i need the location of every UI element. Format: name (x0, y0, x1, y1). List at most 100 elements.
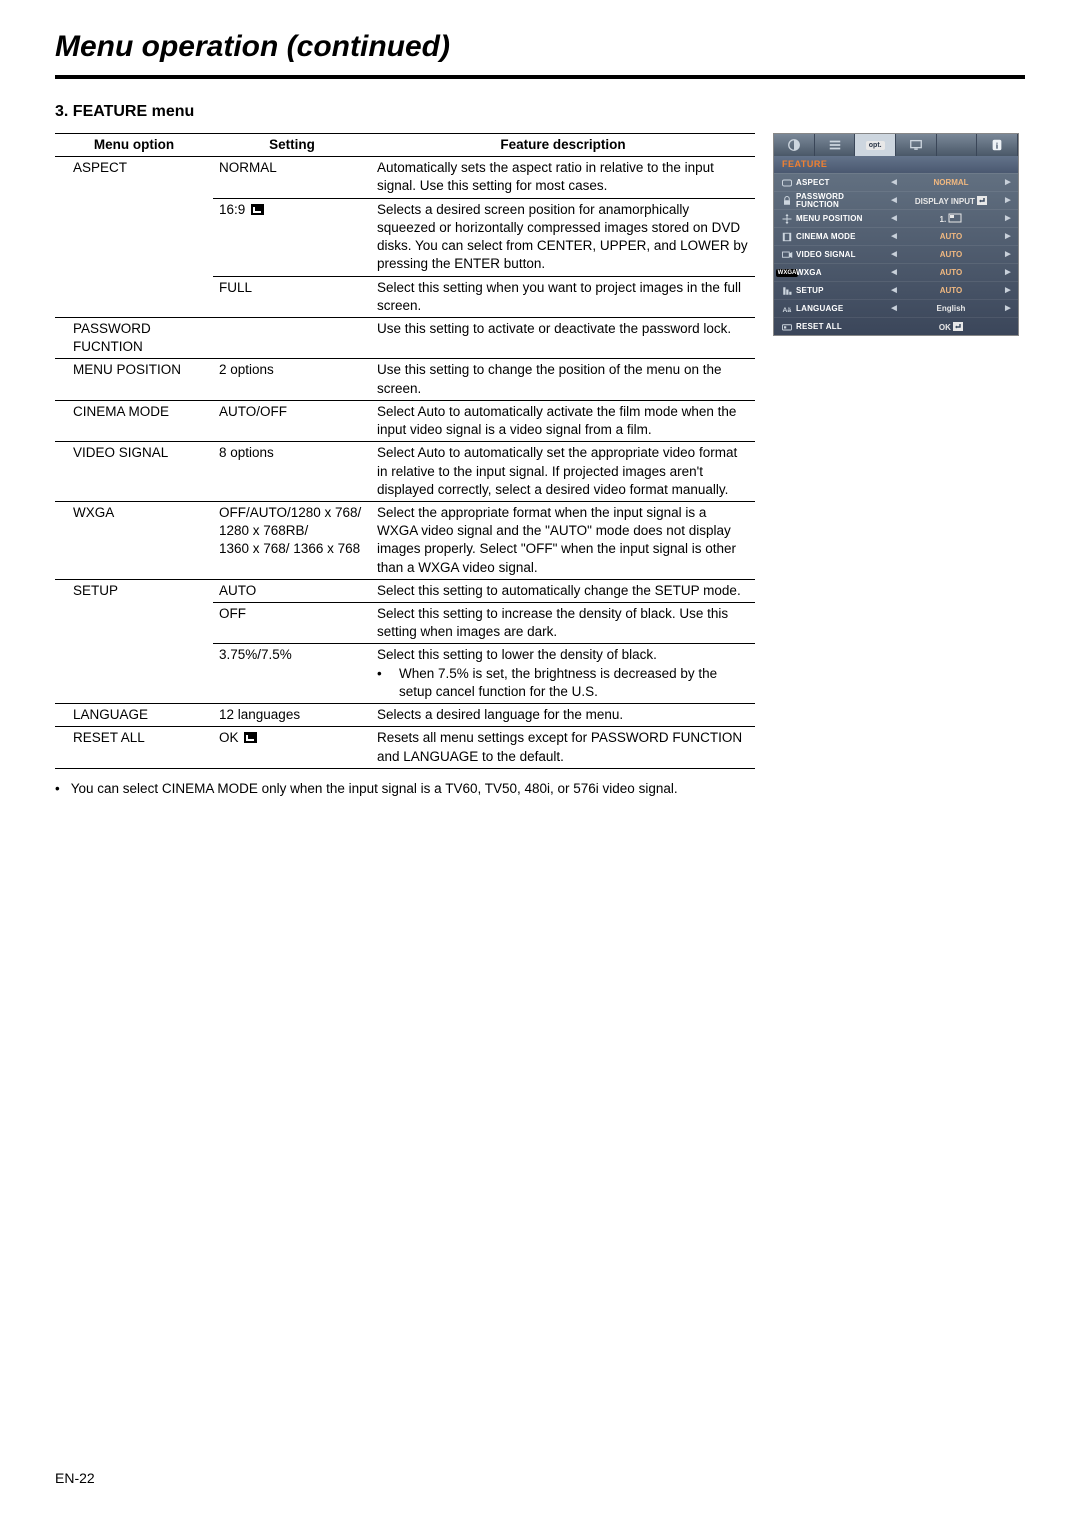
osd-row-value: AUTO (900, 269, 1002, 277)
info-icon: i (990, 138, 1004, 152)
osd-row-icon (778, 195, 796, 207)
osd-row-value: DISPLAY INPUT (900, 196, 1002, 206)
osd-row: CINEMA MODE◄AUTO► (774, 227, 1018, 245)
setting-text: 16:9 (219, 202, 245, 217)
osd-row-value: AUTO (900, 287, 1002, 295)
cell-desc: Select this setting to increase the dens… (371, 603, 755, 644)
table-row: CINEMA MODE AUTO/OFF Select Auto to auto… (55, 400, 755, 441)
osd-row-label: PASSWORD FUNCTION (796, 193, 888, 209)
osd-row-icon (778, 213, 796, 225)
cell-desc: Use this setting to activate or deactiva… (371, 317, 755, 358)
bullet-dot: • (377, 665, 399, 701)
footnote: • You can select CINEMA MODE only when t… (55, 781, 1025, 796)
arrow-left-icon: ◄ (888, 304, 900, 314)
svg-text:Aä: Aä (783, 307, 792, 314)
osd-tab-info: i (977, 134, 1018, 156)
osd-tabs: opt. i (774, 134, 1018, 156)
osd-feature-menu: opt. i FEATURE ASPECT◄NORMAL►PASSWORD FU… (773, 133, 1019, 336)
osd-row: VIDEO SIGNAL◄AUTO► (774, 245, 1018, 263)
osd-tab-install (815, 134, 856, 156)
cell-desc: Select Auto to automatically activate th… (371, 400, 755, 441)
osd-row-icon (778, 249, 796, 261)
osd-row-icon: Aä (778, 303, 796, 315)
cell-desc: Select this setting to lower the density… (371, 644, 755, 704)
cell-option: PASSWORD FUCNTION (55, 317, 213, 358)
osd-row-label: SETUP (796, 287, 888, 295)
cell-setting: OFF/AUTO/1280 x 768/ 1280 x 768RB/ 1360 … (213, 501, 371, 579)
arrow-right-icon: ► (1002, 196, 1014, 206)
cell-setting: AUTO (213, 579, 371, 602)
arrow-right-icon: ► (1002, 178, 1014, 188)
th-description: Feature description (371, 134, 755, 157)
arrow-left-icon: ◄ (888, 250, 900, 260)
cell-setting: OK (213, 727, 371, 768)
arrow-left-icon: ◄ (888, 286, 900, 296)
cell-setting: OFF (213, 603, 371, 644)
osd-row: SETUP◄AUTO► (774, 281, 1018, 299)
cell-setting: 3.75%/7.5% (213, 644, 371, 704)
osd-body: ASPECT◄NORMAL►PASSWORD FUNCTION◄DISPLAY … (774, 173, 1018, 335)
screen-icon (909, 138, 923, 152)
th-menu-option: Menu option (55, 134, 213, 157)
osd-row-value: 1. (900, 213, 1002, 224)
cell-option: VIDEO SIGNAL (55, 442, 213, 502)
th-setting: Setting (213, 134, 371, 157)
table-row: WXGA OFF/AUTO/1280 x 768/ 1280 x 768RB/ … (55, 501, 755, 579)
osd-row: MENU POSITION◄1. ► (774, 209, 1018, 227)
arrow-right-icon: ► (1002, 286, 1014, 296)
arrow-right-icon: ► (1002, 232, 1014, 242)
cell-setting: 2 options (213, 359, 371, 400)
osd-row-value: AUTO (900, 251, 1002, 259)
cell-desc: Selects a desired language for the menu. (371, 704, 755, 727)
table-row: MENU POSITION 2 options Use this setting… (55, 359, 755, 400)
cell-option: ASPECT (55, 157, 213, 318)
osd-row-label: LANGUAGE (796, 305, 888, 313)
osd-row: AäLANGUAGE◄English► (774, 299, 1018, 317)
osd-row: PASSWORD FUNCTION◄DISPLAY INPUT ► (774, 191, 1018, 209)
arrow-left-icon: ◄ (888, 232, 900, 242)
arrow-left-icon: ◄ (888, 268, 900, 278)
osd-section-title: FEATURE (774, 156, 1018, 173)
osd-row-value: AUTO (900, 233, 1002, 241)
arrow-left-icon: ◄ (888, 214, 900, 224)
desc-line: When 7.5% is set, the brightness is decr… (399, 665, 749, 701)
osd-row-icon (778, 285, 796, 297)
osd-row-value: NORMAL (900, 179, 1002, 187)
osd-row-label: WXGA (796, 269, 888, 277)
cell-desc: Select this setting when you want to pro… (371, 276, 755, 317)
osd-row: WXGAWXGA◄AUTO► (774, 263, 1018, 281)
arrow-left-icon: ◄ (888, 178, 900, 188)
arrow-right-icon: ► (1002, 214, 1014, 224)
desc-bullet-row: • When 7.5% is set, the brightness is de… (377, 665, 749, 701)
table-header-row: Menu option Setting Feature description (55, 134, 755, 157)
bullet-dot: • (55, 781, 60, 796)
cell-desc: Selects a desired screen position for an… (371, 198, 755, 276)
manual-page: Menu operation (continued) 3. FEATURE me… (0, 0, 1080, 1526)
enter-icon (244, 732, 257, 743)
arrow-right-icon: ► (1002, 250, 1014, 260)
table-row: VIDEO SIGNAL 8 options Select Auto to au… (55, 442, 755, 502)
enter-icon (251, 204, 264, 215)
osd-row-label: MENU POSITION (796, 215, 888, 223)
osd-tab-label: opt. (866, 141, 885, 150)
osd-row: RESET ALL OK (774, 317, 1018, 335)
arrow-right-icon: ► (1002, 268, 1014, 278)
table-row: ASPECT NORMAL Automatically sets the asp… (55, 157, 755, 198)
osd-row-icon (778, 231, 796, 243)
table-row: SETUP AUTO Select this setting to automa… (55, 579, 755, 602)
osd-row-label: RESET ALL (796, 323, 888, 331)
page-number: EN-22 (55, 1470, 95, 1486)
osd-row-value: OK (900, 322, 1002, 332)
cell-option: LANGUAGE (55, 704, 213, 727)
osd-tab-blank (937, 134, 978, 156)
table-row: RESET ALL OK Resets all menu settings ex… (55, 727, 755, 768)
osd-row-icon (778, 321, 796, 333)
osd-row-label: CINEMA MODE (796, 233, 888, 241)
cell-setting: 16:9 (213, 198, 371, 276)
section-heading: 3. FEATURE menu (55, 103, 1025, 121)
cell-desc: Select Auto to automatically set the app… (371, 442, 755, 502)
arrow-right-icon: ► (1002, 304, 1014, 314)
title-rule (55, 75, 1025, 79)
cell-desc: Select the appropriate format when the i… (371, 501, 755, 579)
cell-option: MENU POSITION (55, 359, 213, 400)
